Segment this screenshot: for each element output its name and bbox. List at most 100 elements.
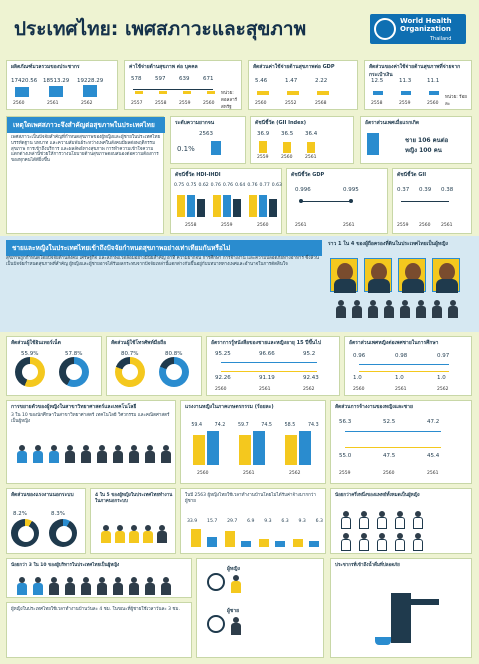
informal-title: สัดส่วนของแรงงานนอกระบบ — [11, 492, 74, 498]
hdi-year: 2558 — [185, 223, 197, 228]
gni-year: 2561 — [441, 223, 453, 228]
doctor-icon — [359, 511, 369, 529]
graduate-icon — [17, 445, 27, 463]
gii-title: ดัชนีชี้วัด (GII Index) — [255, 120, 306, 126]
poverty-value: 0.1% — [177, 145, 195, 153]
mobile-female: 80.7% — [121, 351, 139, 357]
unpaid-card: ในปี 2563 ผู้หญิงไทยใช้เวลาทำงานบ้านโดยไ… — [180, 488, 326, 554]
sexratio-text2: หญิง 100 คน — [405, 147, 442, 154]
hdi-bar — [197, 199, 205, 217]
executives-card: น้อยกว่า 3 ใน 10 ของผู้บริหารในประเทศไทย… — [6, 558, 192, 598]
executives-text: น้อยกว่า 3 ใน 10 ของผู้บริหารในประเทศไทย… — [11, 563, 120, 568]
oop-year: 2559 — [399, 101, 411, 106]
unpaid-values: 33.9 15.7 29.7 6.9 9.3 6.3 9.3 6.3 — [187, 519, 323, 524]
executive-icon — [17, 577, 27, 595]
hdi-value: 0.62 — [198, 183, 209, 188]
woman-icon — [231, 575, 241, 593]
employment-line — [345, 431, 441, 432]
page-title: ประเทศไทย: เพศสภาวะและสุขภาพ — [14, 18, 307, 40]
employment-value: 45.4 — [427, 453, 440, 459]
doctor-icon — [413, 511, 423, 529]
water-pump-handle-icon — [411, 599, 439, 605]
pop-bar — [49, 86, 63, 97]
internet-female: 55.9% — [21, 351, 39, 357]
housework-card: ผู้หญิงในประเทศไทยใช้เวลาทำงานบ้านวันละ … — [6, 602, 192, 658]
doctor-icon — [377, 533, 387, 551]
executive-icon — [161, 577, 171, 595]
agri-title: แรงงานหญิงในภาคเกษตรกรรม (ร้อยละ) — [185, 404, 274, 410]
oop-year: 2560 — [427, 101, 439, 106]
gni-line — [401, 201, 449, 202]
graduate-icon — [129, 445, 139, 463]
ratio-year: 2568 — [315, 101, 327, 106]
internet-female-donut — [15, 357, 45, 387]
man-icon — [448, 300, 458, 318]
water-drop-icon — [375, 637, 391, 645]
org-name: World Health Organization — [400, 17, 452, 33]
health-title: ค่าใช้จ่ายด้านสุขภาพ ต่อ บุคคล — [129, 64, 198, 70]
gii-bar — [307, 142, 315, 153]
mobile-male: 80.8% — [165, 351, 183, 357]
hdi-value: 0.76 — [210, 183, 221, 188]
health-year: 2558 — [155, 101, 167, 106]
employment-value: 47.2 — [427, 419, 440, 425]
agri-value: 74.2 — [214, 423, 226, 428]
ratio-bar — [287, 91, 299, 95]
ratio-value: 1.47 — [285, 78, 298, 84]
hdi-bar — [259, 195, 267, 217]
gni-value: 0.38 — [441, 187, 454, 193]
executive-icon — [49, 577, 59, 595]
oop-title: สัดส่วนของค่าใช้จ่ายด้านสุขภาพที่จ่ายจาก… — [369, 64, 461, 78]
gii-value: 36.9 — [257, 131, 270, 137]
housework-text: ผู้หญิงในประเทศไทยใช้เวลาทำงานบ้านวันละ … — [11, 607, 180, 612]
literacy-value: 92.26 — [215, 375, 231, 381]
secondary-year: 2562 — [437, 387, 449, 392]
hdi-values: 0.75 0.75 0.62 0.76 0.76 0.64 0.76 0.77 … — [174, 183, 282, 188]
ratio-card: สัดส่วนค่าใช้จ่ายด้านสุขภาพต่อ GDP 5.46 … — [248, 60, 358, 110]
hdi-value: 0.76 — [247, 183, 258, 188]
executive-icon — [97, 577, 107, 595]
literacy-value: 91.19 — [259, 375, 275, 381]
mobile-female-donut — [115, 357, 145, 387]
hdi-value: 0.75 — [174, 183, 185, 188]
hdi-value: 0.75 — [186, 183, 197, 188]
health-bar — [183, 91, 191, 94]
informal-male-donut — [49, 519, 77, 547]
secondary-value: 1.0 — [353, 375, 362, 381]
doctors-card: น้อยกว่าครึ่งหนึ่งของแพทย์ทั้งหมดเป็นผู้… — [330, 488, 472, 554]
who-logo: World Health Organization Thailand — [370, 14, 466, 44]
agri-bar — [253, 431, 265, 465]
gender-card: เหตุใดเพศสภาวะจึงสำคัญต่อสุขภาพในประเทศไ… — [6, 116, 165, 234]
employment-year: 2559 — [339, 471, 351, 476]
oop-bar — [401, 91, 411, 95]
hdi-card: ดัชนีชี้วัด HDI-IHDI 0.75 0.75 0.62 0.76… — [170, 168, 282, 234]
informal-women-text: 4 ใน 5 ของผู้หญิงในประเทศไทยทำงานในภาคนอ… — [95, 493, 173, 504]
unpaid-bar — [309, 541, 319, 547]
ratio-value: 2.22 — [315, 78, 328, 84]
stem-title: การขยายตัวของผู้หญิงในสาขาวิทยาศาสตร์และ… — [11, 404, 137, 410]
gii-value: 36.4 — [305, 131, 318, 137]
agri-bar — [239, 435, 251, 465]
secondary-value: 0.98 — [395, 353, 408, 359]
man-icon — [416, 300, 426, 318]
woman-icon — [143, 525, 153, 543]
agri-value: 74.5 — [261, 423, 272, 428]
pop-year: 2561 — [47, 101, 59, 106]
literacy-title: อัตราการรู้หนังสือของชายและหญิงอายุ 15 ป… — [211, 340, 321, 346]
executive-icon — [113, 577, 123, 595]
internet-male: 57.8% — [65, 351, 83, 357]
unpaid-bar — [191, 529, 201, 547]
health-value: 597 — [155, 76, 166, 82]
health-value: 578 — [131, 76, 142, 82]
ratio-bar — [257, 91, 269, 95]
gii-year: 2561 — [305, 155, 317, 160]
time-card: ผู้หญิง ผู้ชาย — [196, 558, 324, 658]
gni-value: 0.39 — [419, 187, 432, 193]
mobile-title: สัดส่วนผู้ใช้โทรศัพท์มือถือ — [111, 340, 167, 346]
pop-value: 18513.29 — [43, 78, 70, 84]
literacy-value: 96.66 — [259, 351, 275, 357]
gdp-title: ดัชนีชี้วัด GDP — [291, 172, 325, 178]
graduate-icon — [97, 445, 107, 463]
employment-line — [345, 447, 441, 448]
gii-card: ดัชนีชี้วัด (GII Index) 36.9 36.5 36.4 2… — [250, 116, 354, 164]
